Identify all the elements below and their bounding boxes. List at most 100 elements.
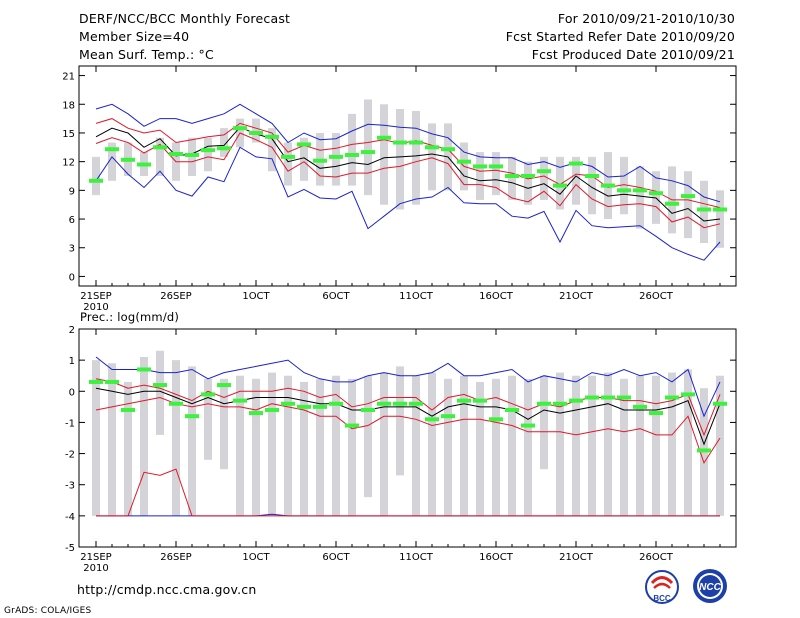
temperature-xtick-label: 21OCT <box>559 291 594 302</box>
temperature-observed-marker <box>473 164 487 169</box>
precipitation-box <box>428 372 436 516</box>
temperature-observed-marker <box>537 169 551 174</box>
precipitation-box <box>380 372 388 516</box>
precipitation-box <box>540 375 548 470</box>
temperature-observed-marker <box>393 140 407 145</box>
precipitation-ytick-label: -5 <box>65 543 75 554</box>
temperature-box <box>284 142 292 186</box>
temperature-box <box>572 156 580 205</box>
temperature-ytick-label: 0 <box>69 272 75 283</box>
precipitation-box <box>444 378 452 516</box>
temperature-observed-marker <box>425 145 439 150</box>
precipitation-box <box>508 375 516 516</box>
precipitation-box <box>652 375 660 516</box>
temperature-xtick-label: 6OCT <box>322 291 350 302</box>
precipitation-observed-marker <box>665 395 679 400</box>
precipitation-box <box>140 357 148 516</box>
temperature-observed-marker <box>521 174 535 178</box>
temperature-xtick-label: 1OCT <box>242 291 270 302</box>
temperature-observed-marker <box>89 178 103 183</box>
precipitation-observed-marker <box>489 417 503 422</box>
temperature-observed-marker <box>281 154 295 159</box>
precipitation-xtick-label: 26OCT <box>639 552 674 563</box>
precipitation-observed-marker <box>569 398 583 403</box>
temperature-box <box>428 123 436 191</box>
chart-title: DERF/NCC/BCC Monthly Forecast <box>79 11 291 26</box>
precipitation-observed-marker <box>393 401 407 406</box>
precipitation-box <box>460 375 468 516</box>
precipitation-box <box>268 372 276 516</box>
temperature-inner-lower-line <box>95 132 721 229</box>
temperature-box <box>476 152 484 200</box>
precipitation-box <box>668 372 676 516</box>
precipitation-observed-marker <box>105 379 119 384</box>
temperature-observed-marker <box>345 152 359 157</box>
temperature-xtick-label: 26OCT <box>639 291 674 302</box>
precipitation-observed-marker <box>441 414 455 419</box>
temperature-box <box>556 156 564 210</box>
precipitation-inner-floor-line <box>96 468 720 517</box>
temperature-observed-marker <box>137 162 151 167</box>
temperature-box <box>684 171 692 239</box>
temperature-observed-marker <box>681 194 695 199</box>
temperature-observed-marker <box>585 174 599 178</box>
temperature-observed-marker <box>153 145 167 150</box>
temperature-year-label: 2010 <box>83 302 108 313</box>
bcc-logo-icon: BCC <box>645 570 679 604</box>
temperature-box <box>268 128 276 172</box>
precipitation-box <box>588 375 596 516</box>
precipitation-observed-marker <box>313 404 327 409</box>
precipitation-observed-marker <box>553 401 567 406</box>
source-url[interactable]: http://cmdp.ncc.cma.gov.cn <box>77 582 257 597</box>
precipitation-box <box>476 381 484 516</box>
temperature-observed-marker <box>409 140 423 145</box>
precipitation-box <box>556 372 564 516</box>
precipitation-inner-lower-line <box>95 396 721 465</box>
precipitation-box <box>92 360 100 516</box>
temperature-inner-upper-line <box>95 118 721 209</box>
precipitation-ytick-label: -2 <box>65 450 75 461</box>
precipitation-observed-marker <box>217 383 231 388</box>
precipitation-box <box>396 366 404 476</box>
temperature-box <box>92 156 100 196</box>
precipitation-observed-marker <box>617 395 631 400</box>
precipitation-observed-marker <box>137 367 151 372</box>
temperature-observed-marker <box>665 201 679 206</box>
temperature-observed-marker <box>601 183 615 188</box>
temperature-ytick-label: 9 <box>69 186 75 197</box>
temperature-median-line <box>95 126 721 222</box>
temperature-observed-marker <box>233 126 247 131</box>
precipitation-ytick-label: 1 <box>69 356 75 367</box>
precipitation-box <box>220 378 228 470</box>
temperature-ytick-label: 6 <box>69 215 75 226</box>
temperature-box <box>156 137 164 176</box>
precipitation-xtick-label: 26SEP <box>160 552 191 563</box>
temperature-box <box>348 113 356 186</box>
temperature-box <box>204 137 212 172</box>
temperature-xtick-label: 11OCT <box>399 291 434 302</box>
precipitation-observed-marker <box>233 398 247 403</box>
precipitation-observed-marker <box>713 401 727 406</box>
temperature-box <box>524 161 532 205</box>
precipitation-box <box>124 381 132 516</box>
precipitation-observed-marker <box>473 398 487 403</box>
bcc-logo-text: BCC <box>653 594 671 603</box>
temperature-box <box>380 104 388 205</box>
precipitation-observed-marker <box>329 401 343 406</box>
precipitation-box <box>364 375 372 498</box>
temperature-observed-marker <box>505 174 519 178</box>
precipitation-ytick-label: -1 <box>65 418 75 429</box>
precipitation-observed-marker <box>425 417 439 422</box>
temperature-observed-marker <box>313 158 327 163</box>
temperature-box <box>108 142 116 181</box>
precipitation-observed-marker <box>697 448 711 453</box>
precipitation-observed-marker <box>601 395 615 400</box>
precipitation-ytick-label: 0 <box>69 387 75 398</box>
precipitation-box <box>636 375 644 516</box>
temperature-observed-marker <box>633 188 647 193</box>
precipitation-observed-marker <box>297 404 311 409</box>
temperature-observed-marker <box>617 188 631 193</box>
temperature-observed-marker <box>553 183 567 188</box>
precipitation-observed-marker <box>265 407 279 412</box>
temperature-observed-marker <box>217 146 231 151</box>
